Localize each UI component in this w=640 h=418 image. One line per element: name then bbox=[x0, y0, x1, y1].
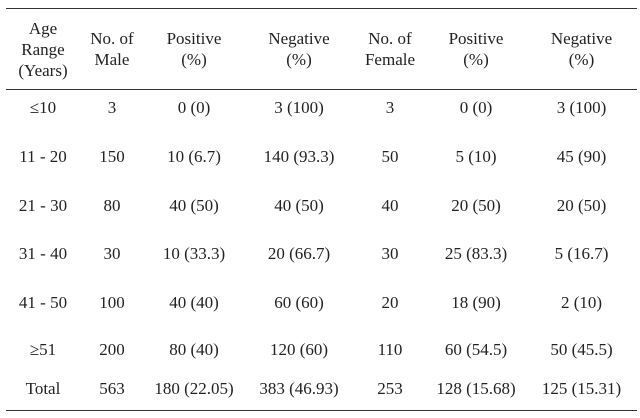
header-male-negative: Negative (%) bbox=[268, 29, 330, 69]
cell-no-of-female: 30 bbox=[381, 244, 399, 263]
cell-age-range: ≥51 bbox=[29, 340, 57, 359]
cell-no-of-male: 150 bbox=[99, 147, 125, 166]
cell-age-range: ≤10 bbox=[29, 98, 57, 117]
header-female-positive: Positive (%) bbox=[448, 29, 504, 69]
cell-female-negative: 20 (50) bbox=[556, 196, 607, 215]
cell-no-of-male: 563 bbox=[99, 379, 125, 398]
cell-male-negative: 40 (50) bbox=[274, 196, 324, 215]
cell-male-positive: 180 (22.05) bbox=[154, 379, 234, 398]
header-female-negative: Negative (%) bbox=[550, 29, 613, 69]
header-age-range: Age Range (Years) bbox=[18, 18, 68, 80]
cell-female-positive: 25 (83.3) bbox=[444, 244, 508, 263]
cell-male-negative: 60 (60) bbox=[274, 293, 324, 312]
cell-male-positive: 10 (33.3) bbox=[162, 244, 226, 263]
cell-no-of-female: 40 bbox=[381, 196, 399, 215]
cell-no-of-female: 253 bbox=[377, 379, 403, 398]
cell-male-positive: 40 (50) bbox=[169, 196, 219, 215]
cell-male-positive: 80 (40) bbox=[169, 340, 219, 359]
cell-age-range: 41 - 50 bbox=[18, 293, 68, 312]
cell-male-negative: 140 (93.3) bbox=[263, 147, 335, 166]
cell-no-of-male: 30 bbox=[103, 244, 121, 263]
header-male-positive: Positive (%) bbox=[166, 29, 222, 69]
cell-female-positive: 0 (0) bbox=[459, 98, 493, 117]
header-no-of-female: No. of Female bbox=[364, 29, 416, 69]
cell-male-negative: 3 (100) bbox=[274, 98, 324, 117]
table-row-total: Total 563 180 (22.05) 383 (46.93) 253 12… bbox=[6, 377, 637, 401]
cell-female-positive: 5 (10) bbox=[455, 147, 497, 166]
cell-female-negative: 125 (15.31) bbox=[541, 379, 622, 398]
cell-female-positive: 60 (54.5) bbox=[444, 340, 508, 359]
cell-female-negative: 3 (100) bbox=[556, 98, 607, 117]
cell-no-of-male: 80 bbox=[103, 196, 121, 215]
cell-no-of-male: 100 bbox=[99, 293, 125, 312]
table-header-rule bbox=[6, 89, 637, 90]
cell-male-positive: 0 (0) bbox=[177, 98, 211, 117]
data-table: Age Range (Years) No. of Male Positive (… bbox=[6, 8, 637, 411]
cell-no-of-female: 110 bbox=[377, 340, 403, 359]
cell-male-negative: 120 (60) bbox=[269, 340, 329, 359]
table-row: ≤10 3 0 (0) 3 (100) 3 0 (0) 3 (100) bbox=[6, 96, 637, 120]
table-row: 21 - 30 80 40 (50) 40 (50) 40 20 (50) 20… bbox=[6, 194, 637, 218]
cell-male-positive: 40 (40) bbox=[169, 293, 219, 312]
cell-age-range: Total bbox=[25, 379, 61, 398]
cell-age-range: 11 - 20 bbox=[19, 147, 67, 166]
cell-female-negative: 50 (45.5) bbox=[550, 340, 613, 359]
cell-no-of-female: 20 bbox=[381, 293, 399, 312]
cell-female-positive: 20 (50) bbox=[451, 196, 501, 215]
table-top-rule bbox=[6, 8, 637, 9]
table-bottom-rule bbox=[6, 410, 637, 411]
cell-age-range: 31 - 40 bbox=[18, 244, 68, 263]
table-row: ≥51 200 80 (40) 120 (60) 110 60 (54.5) 5… bbox=[6, 338, 637, 362]
table-row: 41 - 50 100 40 (40) 60 (60) 20 18 (90) 2… bbox=[6, 291, 637, 315]
cell-female-negative: 5 (16.7) bbox=[554, 244, 609, 263]
cell-female-positive: 128 (15.68) bbox=[436, 379, 516, 398]
cell-age-range: 21 - 30 bbox=[18, 196, 68, 215]
cell-male-negative: 20 (66.7) bbox=[267, 244, 331, 263]
cell-female-negative: 45 (90) bbox=[556, 147, 607, 166]
cell-female-negative: 2 (10) bbox=[560, 293, 603, 312]
cell-male-positive: 10 (6.7) bbox=[167, 147, 221, 166]
table-row: 11 - 20 150 10 (6.7) 140 (93.3) 50 5 (10… bbox=[6, 145, 637, 169]
cell-no-of-female: 3 bbox=[385, 98, 395, 117]
cell-female-positive: 18 (90) bbox=[451, 293, 501, 312]
cell-no-of-male: 200 bbox=[99, 340, 125, 359]
header-no-of-male: No. of Male bbox=[90, 29, 134, 69]
table-row: 31 - 40 30 10 (33.3) 20 (66.7) 30 25 (83… bbox=[6, 242, 637, 266]
cell-no-of-female: 50 bbox=[381, 147, 399, 166]
cell-male-negative: 383 (46.93) bbox=[259, 379, 339, 398]
cell-no-of-male: 3 bbox=[107, 98, 117, 117]
